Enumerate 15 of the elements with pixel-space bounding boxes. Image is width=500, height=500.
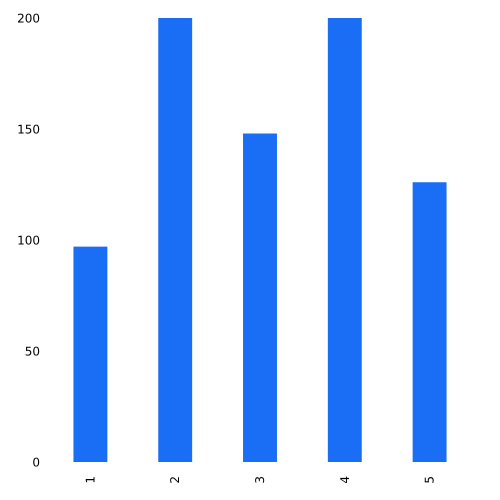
bar (158, 18, 192, 462)
bar (73, 246, 108, 462)
x-tick-label: 1 (83, 476, 98, 484)
y-tick-label: 200 (17, 11, 40, 26)
x-tick-label: 5 (422, 476, 437, 484)
y-tick-label: 150 (17, 122, 40, 136)
bar (412, 182, 447, 462)
bar (328, 18, 362, 462)
x-tick-label: 4 (338, 476, 352, 484)
y-tick-label: 100 (17, 233, 40, 248)
x-tick-label: 3 (253, 476, 267, 484)
x-tick-label: 2 (168, 476, 182, 484)
y-tick-label: 50 (24, 344, 40, 358)
y-tick-label: 0 (32, 455, 40, 470)
bar (243, 133, 277, 462)
